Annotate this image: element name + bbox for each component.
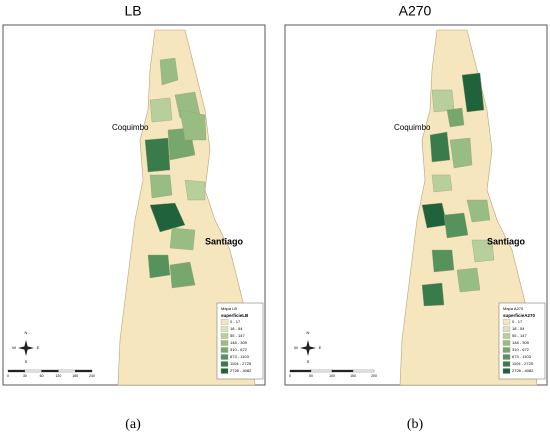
- district: [179, 109, 207, 141]
- district: [443, 212, 469, 239]
- legend-label: 18 - 54: [230, 326, 243, 331]
- legend-label: 673 - 1103: [230, 354, 250, 359]
- scale-label: 150: [350, 374, 356, 378]
- legend-swatch: [502, 354, 511, 360]
- scale-segment: [58, 369, 76, 373]
- legend-swatch: [220, 319, 229, 325]
- district: [471, 239, 495, 263]
- district: [149, 202, 186, 233]
- legend-swatch: [220, 333, 229, 339]
- scale-segment: [41, 369, 59, 373]
- scale-label: 100: [329, 374, 335, 378]
- district: [431, 89, 455, 113]
- legend-title: Mapa LB: [221, 306, 237, 311]
- district: [446, 107, 465, 128]
- legend-swatch: [502, 361, 511, 367]
- legend-swatch: [502, 368, 511, 374]
- compass-letter: N: [307, 330, 310, 335]
- scale-label: 50: [309, 374, 313, 378]
- district: [456, 267, 481, 293]
- district: [169, 227, 196, 251]
- scale-segment: [289, 369, 312, 373]
- legend-swatch: [502, 326, 511, 332]
- panel-title: LB: [124, 3, 141, 19]
- city-label: Santiago: [205, 236, 244, 246]
- legend-swatch: [220, 368, 229, 374]
- legend-swatch: [502, 347, 511, 353]
- district: [466, 199, 491, 223]
- scale-label: 180: [72, 374, 78, 378]
- scale-segment: [331, 369, 354, 373]
- district: [147, 254, 171, 279]
- legend-label: 1104 - 2725: [230, 361, 252, 366]
- compass: [18, 340, 34, 356]
- legend-label: 1104 - 2725: [512, 361, 534, 366]
- compass-letter: W: [294, 345, 298, 350]
- legend-field: superficieLB: [221, 313, 249, 318]
- legend-swatch: [502, 333, 511, 339]
- legend-label: 0 - 17: [512, 319, 523, 324]
- district: [431, 174, 453, 193]
- district: [144, 137, 171, 173]
- legend-label: 2726 - 4082: [230, 368, 252, 373]
- scale-label: 60: [40, 374, 44, 378]
- legend-swatch: [220, 354, 229, 360]
- compass-letter: E: [319, 345, 322, 350]
- legend-label: 310 - 672: [512, 347, 530, 352]
- legend-swatch: [220, 326, 229, 332]
- panel-title: A270: [399, 3, 432, 19]
- scale-label: 240: [89, 374, 95, 378]
- legend-title: Mapa A270: [503, 306, 524, 311]
- legend-label: 673 - 1103: [512, 354, 532, 359]
- compass-letter: S: [307, 359, 310, 364]
- legend-swatch: [502, 340, 511, 346]
- legend-label: 55 - 147: [512, 333, 527, 338]
- legend-label: 18 - 54: [512, 326, 525, 331]
- scale-label: 200: [371, 374, 377, 378]
- compass-letter: W: [12, 345, 16, 350]
- scale-segment: [352, 369, 375, 373]
- legend-label: 310 - 672: [230, 347, 248, 352]
- scale-segment: [310, 369, 333, 373]
- legend-field: superficieA270: [503, 313, 536, 318]
- legend-label: 148 - 309: [512, 340, 530, 345]
- city-label: Coquimbo: [394, 123, 431, 132]
- compass: [300, 340, 316, 356]
- scale-segment: [75, 369, 93, 373]
- legend-swatch: [220, 361, 229, 367]
- district: [184, 179, 206, 201]
- legend-label: 2726 - 4082: [512, 368, 534, 373]
- legend-label: 0 - 17: [230, 319, 241, 324]
- scale-label: 120: [55, 374, 61, 378]
- panel-caption: (a): [125, 417, 141, 432]
- city-label: Santiago: [487, 236, 526, 246]
- scale-label: 0: [7, 374, 9, 378]
- district: [169, 261, 196, 289]
- district: [421, 282, 445, 307]
- legend-swatch: [220, 347, 229, 353]
- district: [461, 72, 485, 113]
- scale-segment: [7, 369, 25, 373]
- legend-label: 55 - 147: [230, 333, 245, 338]
- map-panel: A270 Coquimbo Santiago Mapa A270 superficieA…: [284, 3, 548, 432]
- panel-caption: (b): [407, 417, 424, 432]
- district: [429, 131, 451, 163]
- legend-label: 148 - 309: [230, 340, 248, 345]
- scale-segment: [24, 369, 42, 373]
- district: [159, 57, 179, 86]
- legend-swatch: [502, 319, 511, 325]
- district: [431, 249, 455, 273]
- compass-letter: E: [37, 345, 40, 350]
- district: [449, 137, 473, 169]
- scale-label: 0: [289, 374, 291, 378]
- compass-letter: S: [25, 359, 28, 364]
- district: [149, 97, 173, 123]
- compass-letter: N: [25, 330, 28, 335]
- legend-swatch: [220, 340, 229, 346]
- scale-label: 30: [23, 374, 27, 378]
- city-label: Coquimbo: [112, 123, 149, 132]
- district: [149, 174, 173, 199]
